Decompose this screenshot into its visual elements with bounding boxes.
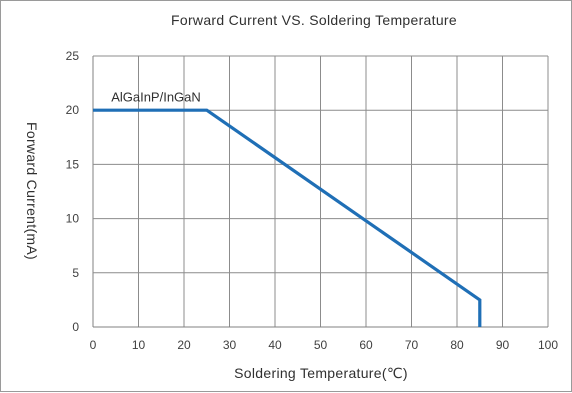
y-tick-label: 15 <box>66 157 80 171</box>
x-tick-label: 50 <box>314 338 328 352</box>
x-tick-label: 30 <box>223 338 237 352</box>
x-tick-label: 40 <box>268 338 282 352</box>
y-tick-label: 20 <box>66 103 80 117</box>
x-tick-label: 70 <box>405 338 419 352</box>
y-tick-label: 5 <box>72 266 79 280</box>
y-tick-label: 0 <box>72 320 79 334</box>
x-axis-label: Soldering Temperature(℃) <box>234 365 408 381</box>
x-tick-label: 20 <box>177 338 191 352</box>
series-annotation: AlGaInP/InGaN <box>111 90 201 105</box>
annotations: AlGaInP/InGaN <box>111 90 201 105</box>
series-layer <box>93 108 482 327</box>
y-tick-label: 25 <box>66 49 80 63</box>
x-tick-label: 10 <box>132 338 146 352</box>
x-tick-label: 0 <box>90 338 97 352</box>
x-tick-label: 60 <box>359 338 373 352</box>
tick-labels: 0 10 20 30 40 50 60 70 80 90 100 0 5 10 15 20 25 <box>66 49 559 352</box>
y-axis-label: Forward Current(mA) <box>24 122 40 260</box>
x-tick-label: 100 <box>538 338 558 352</box>
x-tick-label: 90 <box>496 338 510 352</box>
grid-lines <box>92 55 549 328</box>
x-tick-label: 80 <box>450 338 464 352</box>
chart-title: Forward Current VS. Soldering Temperatur… <box>171 12 457 28</box>
series-line <box>93 108 482 327</box>
y-tick-label: 10 <box>66 212 80 226</box>
